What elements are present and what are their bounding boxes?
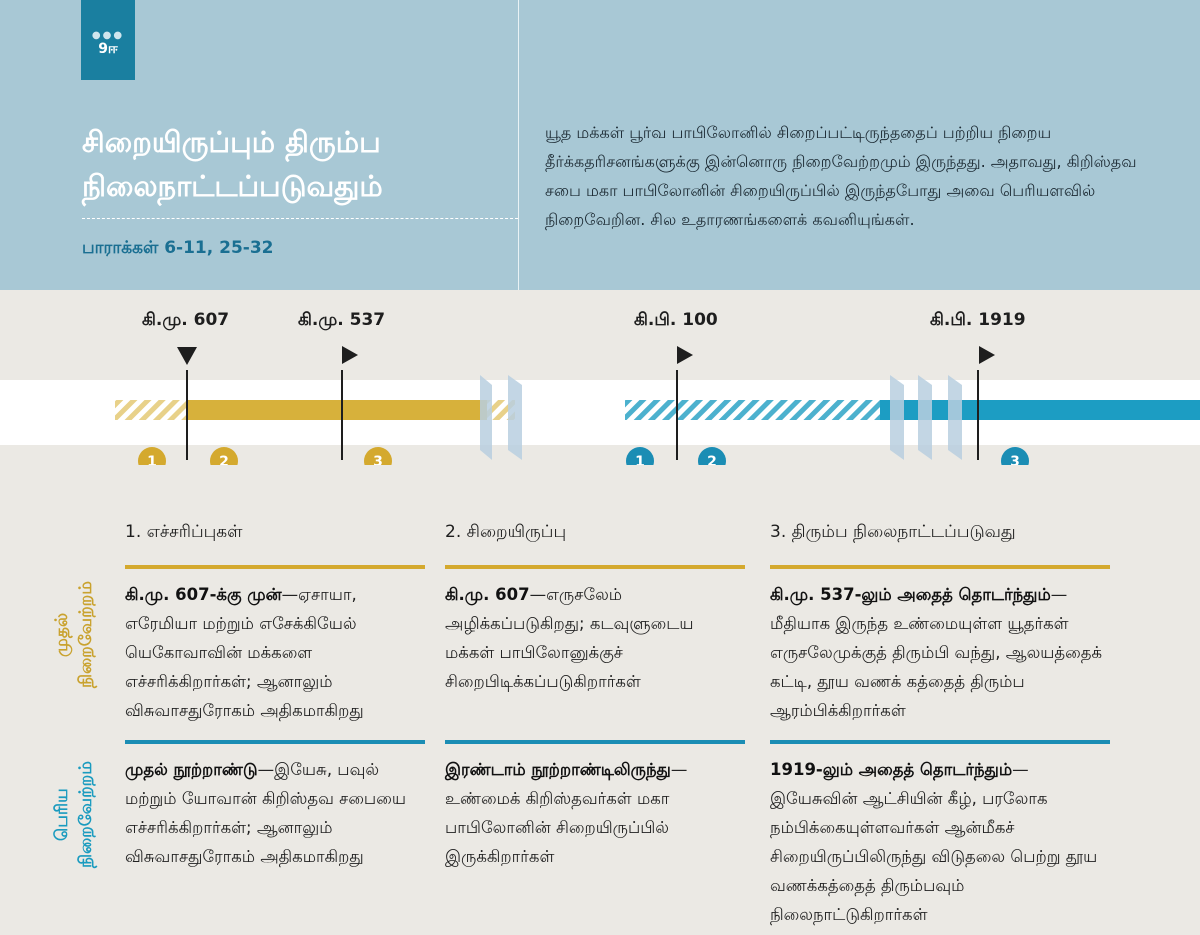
- rule: [445, 740, 745, 744]
- rule: [770, 740, 1110, 744]
- intro: யூத மக்கள் பூர்வ பாபிலோனில் சிறைப்பட்டிர…: [545, 123, 1137, 229]
- rule: [125, 565, 425, 569]
- cell-text: —எருசலேம் அழிக்கப்படுகிறது; கடவுளுடைய மக…: [445, 585, 694, 691]
- cell-lead: கி.மு. 537-லும் அதைத் தொடர்ந்தும்: [770, 585, 1051, 604]
- cell-text: —இயேசுவின் ஆட்சியின் கீழ், பரலோக நம்பிக்…: [770, 760, 1098, 924]
- marker-dot: [626, 447, 654, 465]
- cell-lead: இரண்டாம் நூற்றாண்டிலிருந்து: [445, 760, 671, 779]
- cell-text: —உண்மைக் கிறிஸ்தவர்கள் மகா பாபிலோனின் சி…: [445, 760, 688, 866]
- marker-dot: [1001, 447, 1029, 465]
- date: கி.மு. 607: [142, 310, 230, 330]
- cell-text: —இயேசு, பவுல் மற்றும் யோவான் கிறிஸ்தவ சப…: [125, 760, 406, 866]
- rule: [125, 740, 425, 744]
- cell: இரண்டாம் நூற்றாண்டிலிருந்து—உண்மைக் கிறி…: [445, 755, 745, 871]
- marker-label: 3: [1010, 454, 1020, 465]
- date: கி.பி. 100: [634, 310, 718, 330]
- badge-label: 9ஈ: [98, 41, 118, 57]
- cell: கி.மு. 537-லும் அதைத் தொடர்ந்தும்—மீதியா…: [770, 580, 1110, 725]
- divider: [518, 0, 519, 290]
- paragraph-ref: பாராக்கள் 6-11, 25-32: [82, 238, 274, 258]
- row-label: முதல் நிறைவேற்றம்: [52, 581, 96, 689]
- cell: கி.மு. 607-க்கு முன்—ஏசாயா, எரேமியா மற்ற…: [125, 580, 425, 725]
- marker-label: 2: [219, 454, 229, 465]
- marker-label: 1: [635, 454, 645, 465]
- title-rule: [82, 218, 518, 219]
- header-panel: [0, 0, 1200, 290]
- title: சிறையிருப்பும் திரும்ப நிலைநாட்டப்படுவதும…: [82, 120, 502, 208]
- rule: [445, 565, 745, 569]
- badge: ●●● 9ஈ: [81, 0, 135, 80]
- cell-text: —ஏசாயா, எரேமியா மற்றும் எசேக்கியேல் யெகோ…: [125, 585, 364, 720]
- cell: கி.மு. 607—எருசலேம் அழிக்கப்படுகிறது; கட…: [445, 580, 745, 696]
- cell-lead: முதல் நூற்றாண்டு: [125, 760, 258, 779]
- date: கி.மு. 537: [298, 310, 386, 330]
- cell-lead: கி.மு. 607-க்கு முன்: [125, 585, 282, 604]
- row-label: பெரிய நிறைவேற்றம்: [52, 761, 96, 869]
- column-header: 3. திரும்ப நிலைநாட்டப்படுவது: [770, 522, 1016, 542]
- marker-label: 2: [707, 454, 717, 465]
- title-line: நிலைநாட்டப்படுவதும்: [82, 169, 383, 203]
- marker-dot: [210, 447, 238, 465]
- marker-label: 3: [373, 454, 383, 465]
- cell: 1919-லும் அதைத் தொடர்ந்தும்—இயேசுவின் ஆட…: [770, 755, 1110, 929]
- rule: [770, 565, 1110, 569]
- column-header: 1. எச்சரிப்புகள்: [125, 522, 243, 542]
- marker-dot: [138, 447, 166, 465]
- cell-lead: கி.மு. 607: [445, 585, 530, 604]
- marker-label: 1: [147, 454, 157, 465]
- marker-dot: [364, 447, 392, 465]
- cell-lead: 1919-லும் அதைத் தொடர்ந்தும்: [770, 760, 1013, 779]
- cell: முதல் நூற்றாண்டு—இயேசு, பவுல் மற்றும் யோ…: [125, 755, 425, 871]
- title-line: சிறையிருப்பும் திரும்ப: [82, 125, 381, 159]
- cell-text: —மீதியாக இருந்த உண்மையுள்ள யூதர்கள் எருச…: [770, 585, 1103, 720]
- timeline: 1 2 3 1 2 3: [0, 346, 1200, 465]
- date: கி.பி. 1919: [930, 310, 1026, 330]
- marker-dot: [698, 447, 726, 465]
- column-header: 2. சிறையிருப்பு: [445, 522, 567, 542]
